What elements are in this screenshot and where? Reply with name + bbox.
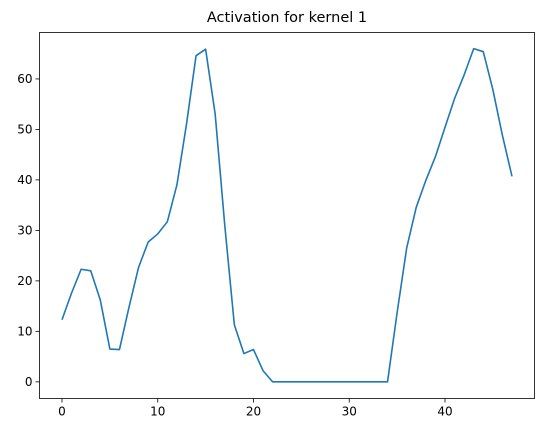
y-tick-label: 30 [17, 223, 32, 237]
y-axis: 0 10 20 30 40 50 60 [17, 72, 40, 389]
series-line-1 [61, 47, 513, 383]
x-axis: 0 10 20 30 40 [58, 398, 453, 419]
y-tick-label: 10 [17, 324, 32, 338]
x-tick-label: 10 [150, 405, 165, 419]
y-tick-label: 20 [17, 274, 32, 288]
plot-area [61, 47, 513, 383]
x-tick-label: 20 [246, 405, 261, 419]
axes-frame [39, 32, 535, 399]
x-tick-label: 0 [58, 405, 66, 419]
y-tick-label: 50 [17, 122, 32, 136]
y-tick-label: 0 [25, 375, 33, 389]
x-tick-label: 40 [437, 405, 452, 419]
y-tick-label: 60 [17, 72, 32, 86]
x-tick-label: 30 [342, 405, 357, 419]
chart-title: Activation for kernel 1 [207, 10, 367, 26]
y-tick-label: 40 [17, 173, 32, 187]
